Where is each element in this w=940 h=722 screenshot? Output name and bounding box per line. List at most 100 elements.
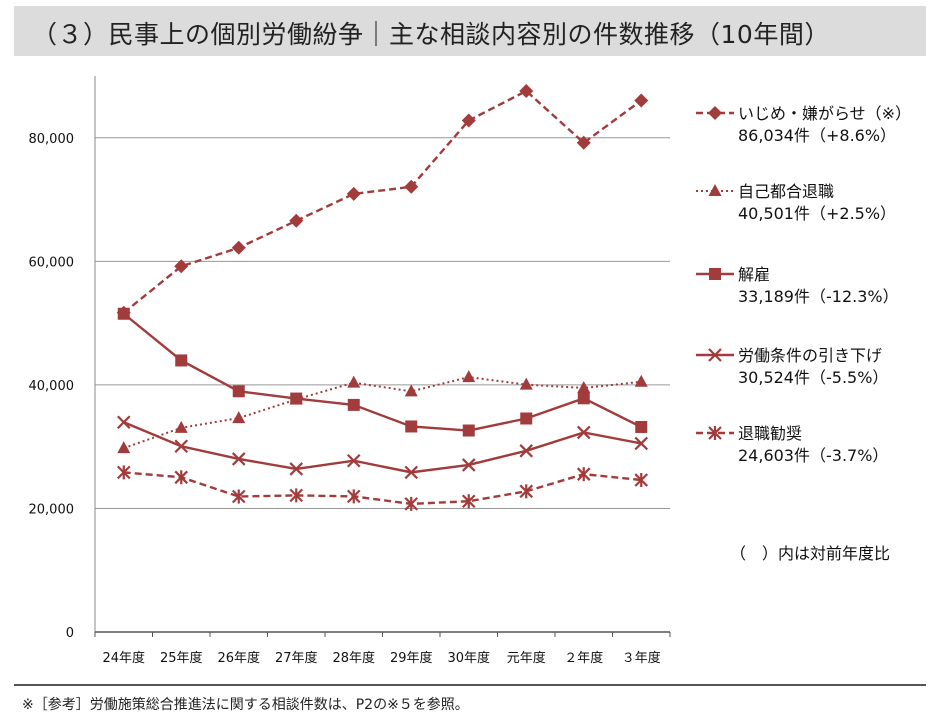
data-point: [346, 489, 361, 504]
data-point: [347, 375, 361, 388]
data-point: [404, 496, 419, 511]
legend-series-summary: 24,603件（-3.7%）: [738, 446, 889, 465]
legend-swatch: [696, 268, 734, 280]
data-point: [347, 398, 360, 411]
series-line: [122, 312, 642, 432]
legend-swatch: [696, 184, 734, 196]
legend-series-name: いじめ・嫌がらせ（※）: [738, 104, 912, 123]
legend-marker: [708, 426, 722, 440]
legend-swatch: [696, 348, 734, 362]
series-layer: [116, 84, 649, 511]
y-tick-label: 80,000: [29, 132, 75, 147]
legend-series-summary: 40,501件（+2.5%）: [738, 204, 897, 223]
data-point: [519, 84, 534, 99]
footnote: ※［参考］労働施策総合推進法に関する相談件数は、P2の※５を参照。: [22, 697, 469, 713]
data-point: [462, 370, 476, 383]
data-point: [174, 420, 188, 433]
x-tick-label: ２年度: [564, 650, 603, 666]
legend-series-summary: 33,189件（-12.3%）: [738, 287, 899, 306]
data-point: [231, 489, 246, 504]
data-point: [634, 374, 648, 387]
data-point: [634, 93, 649, 108]
data-point: [519, 444, 534, 458]
x-tick-label: 26年度: [217, 650, 260, 666]
y-tick-label: 40,000: [29, 379, 75, 394]
data-point: [576, 425, 591, 440]
y-tick-label: 20,000: [29, 502, 75, 517]
legend-swatch: [696, 426, 734, 440]
series-line: [122, 89, 642, 314]
data-point: [461, 494, 476, 509]
series-5: [116, 465, 649, 511]
x-tick-label: 25年度: [160, 650, 203, 666]
data-point: [577, 380, 591, 393]
data-point: [175, 354, 188, 367]
legend-marker: [708, 106, 722, 120]
data-point: [174, 439, 189, 454]
data-point: [174, 259, 189, 274]
data-point: [404, 384, 418, 397]
series-3: [117, 307, 648, 437]
data-point: [576, 467, 591, 482]
data-point: [290, 392, 303, 405]
x-tick-label: 元年度: [507, 650, 546, 666]
x-tick-label: 27年度: [275, 650, 318, 666]
data-point: [519, 377, 533, 390]
data-point: [404, 179, 419, 194]
axis-layer: 0 20,000 40,000 60,000 80,000 24年度 25年度 26年度 27年…: [29, 76, 671, 666]
data-point: [174, 470, 189, 485]
data-point: [635, 420, 648, 433]
data-point: [346, 186, 361, 201]
y-tick-label: 0: [66, 626, 74, 641]
data-point: [231, 240, 246, 255]
data-point: [116, 415, 131, 430]
data-point: [346, 453, 361, 468]
legend-marker: [709, 268, 721, 280]
data-point: [577, 392, 590, 405]
legend-swatch: [696, 106, 734, 120]
legend-series-name: 自己都合退職: [738, 182, 835, 201]
legend-marker: [708, 184, 722, 196]
data-point: [462, 424, 475, 437]
data-point: [461, 113, 476, 128]
data-point: [461, 458, 476, 472]
data-point: [405, 420, 418, 433]
grid-layer: [95, 137, 670, 509]
series-line: [123, 471, 642, 506]
data-point: [117, 441, 131, 454]
series-1: [116, 84, 649, 320]
title-bar: （３）民事上の個別労働紛争｜主な相談内容別の件数推移（10年間）: [14, 6, 926, 56]
series-line: [123, 421, 642, 474]
legend-series-name: 労働条件の引き下げ: [738, 346, 883, 365]
data-point: [116, 465, 131, 480]
series-line: [123, 376, 642, 450]
data-point: [231, 452, 246, 466]
data-point: [576, 135, 591, 150]
comparison-note: （ ）内は対前年度比: [730, 544, 891, 563]
legend-series-name: 退職勧奨: [738, 424, 803, 443]
data-point: [519, 484, 534, 499]
x-tick-label: ３年度: [622, 650, 661, 666]
data-point: [232, 411, 246, 424]
data-point: [289, 488, 304, 503]
x-tick-label: 28年度: [332, 650, 375, 666]
legend-series-name: 解雇: [738, 265, 771, 284]
x-tick-label: 29年度: [390, 650, 433, 666]
data-point: [634, 436, 649, 451]
x-tick-label: 30年度: [447, 650, 490, 666]
legend-series-summary: 86,034件（+8.6%）: [738, 126, 897, 145]
page-title: （３）民事上の個別労働紛争｜主な相談内容別の件数推移（10年間）: [32, 20, 830, 49]
data-point: [634, 473, 649, 488]
y-tick-label: 60,000: [29, 255, 75, 270]
series-4: [116, 415, 649, 480]
data-point: [289, 462, 304, 476]
legend-marker: [708, 348, 722, 362]
data-point: [520, 412, 533, 425]
footer-divider: [14, 684, 926, 686]
legend-series-summary: 30,524件（-5.5%）: [738, 368, 889, 387]
data-point: [404, 465, 419, 480]
data-point: [232, 385, 245, 398]
series-2: [117, 370, 648, 454]
data-point: [289, 213, 304, 228]
